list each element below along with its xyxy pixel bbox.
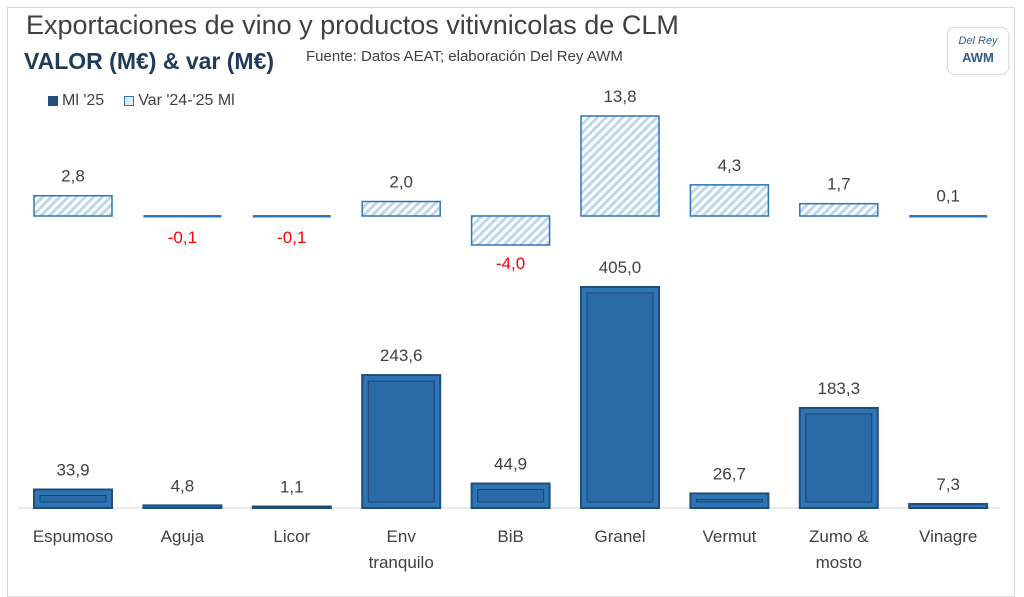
data-label-var: 0,1 <box>936 186 960 205</box>
category-label: Aguja <box>161 527 205 546</box>
legend-swatch <box>48 96 58 106</box>
data-label-var: 4,3 <box>718 156 742 175</box>
category-label: Vinagre <box>919 527 977 546</box>
bar-var <box>689 184 770 217</box>
data-label-var: -4,0 <box>496 254 525 273</box>
logo-line1: Del Rey <box>958 35 998 47</box>
logo-line2: AWM <box>962 50 994 65</box>
legend-swatch <box>124 96 135 106</box>
bar-ml25 <box>251 505 332 509</box>
bar-bevel <box>586 292 654 503</box>
category-label: Vermut <box>702 527 756 546</box>
chart-subtitle: VALOR (M€) & var (M€) <box>24 48 275 74</box>
category-label: mosto <box>816 553 862 572</box>
bar-bevel <box>477 488 545 503</box>
logo: Del Rey AWM <box>947 27 1009 75</box>
data-label-var: 2,0 <box>389 173 413 192</box>
bar-var <box>143 215 222 218</box>
bar-var <box>33 194 113 217</box>
data-label-var: -0,1 <box>168 228 197 247</box>
bar-ml25 <box>908 503 989 509</box>
bar-bevel <box>39 495 107 503</box>
bar-var <box>361 200 441 217</box>
category-label: Licor <box>273 527 310 546</box>
data-label-var: 1,7 <box>827 175 851 194</box>
data-label-var: 2,8 <box>61 167 85 186</box>
category-label: Espumoso <box>33 527 113 546</box>
legend-label: Var '24-'25 Ml <box>138 92 235 109</box>
data-label-ml25: 4,8 <box>171 476 195 495</box>
category-label: Granel <box>594 527 645 546</box>
data-label-ml25: 1,1 <box>280 478 304 497</box>
chart-title: Exportaciones de vino y productos vitivn… <box>26 10 679 40</box>
bar-var <box>252 215 331 218</box>
category-label: tranquilo <box>369 553 434 572</box>
legend-label: Ml '25 <box>62 92 105 109</box>
chart-source: Fuente: Datos AEAT; elaboración Del Rey … <box>306 48 623 65</box>
bar-var <box>580 115 660 217</box>
data-label-ml25: 33,9 <box>56 461 89 480</box>
bar-var <box>799 202 879 217</box>
data-label-ml25: 7,3 <box>936 475 960 494</box>
data-label-ml25: 26,7 <box>713 464 746 483</box>
data-label-ml25: 243,6 <box>380 346 423 365</box>
bar-bevel <box>695 498 763 503</box>
bar-ml25 <box>142 504 223 509</box>
legend-item-var: Var '24-'25 Ml <box>124 92 235 110</box>
category-label: Zumo & <box>809 527 869 546</box>
data-label-var: -0,1 <box>277 228 306 247</box>
data-label-ml25: 44,9 <box>494 454 527 473</box>
data-label-ml25: 405,0 <box>599 258 642 277</box>
bar-var <box>470 215 551 246</box>
bar-bevel <box>805 413 873 503</box>
bar-bevel <box>367 380 435 503</box>
bar-var <box>909 215 988 218</box>
data-label-ml25: 183,3 <box>818 379 861 398</box>
data-label-var: 13,8 <box>603 87 636 106</box>
category-label: BiB <box>497 527 523 546</box>
legend: Ml '25 Var '24-'25 Ml <box>48 92 235 110</box>
legend-item-ml25: Ml '25 <box>48 92 104 110</box>
category-label: Env <box>387 527 417 546</box>
